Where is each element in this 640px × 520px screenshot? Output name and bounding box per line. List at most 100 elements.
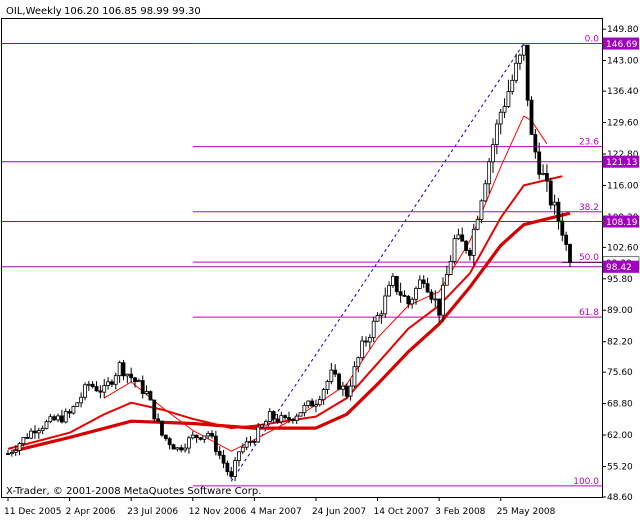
candle-body	[175, 447, 180, 450]
candle-body	[529, 99, 534, 135]
candle-body	[48, 416, 53, 423]
candle-body	[106, 381, 110, 386]
y-tick-label: 68.80	[607, 400, 633, 410]
candle-body	[437, 298, 442, 316]
candle-body	[479, 200, 484, 220]
candle-body	[225, 462, 230, 473]
candle-body	[290, 419, 295, 421]
fib-level-label: 0.0	[585, 35, 600, 45]
candle-body	[25, 437, 30, 439]
candle-body	[67, 411, 72, 414]
x-tick-label: 14 Oct 2007	[374, 507, 430, 517]
candle-body	[17, 443, 22, 451]
candle-body	[271, 411, 276, 420]
candle-body	[460, 234, 465, 242]
candle-body	[391, 275, 395, 286]
candle-body	[417, 279, 422, 289]
candle-body	[190, 434, 195, 439]
y-tick-label: 149.80	[607, 25, 639, 35]
candle-body	[333, 369, 338, 375]
candle-body	[387, 285, 391, 297]
candle-body	[556, 201, 561, 222]
candle-body	[140, 380, 145, 394]
candle-body	[213, 435, 218, 452]
candle-body	[560, 220, 565, 236]
candle-body	[98, 390, 103, 393]
y-tick-label: 122.80	[607, 150, 639, 160]
candle-body	[394, 275, 399, 293]
candle-body	[121, 362, 126, 377]
candle-body	[152, 399, 157, 420]
candle-body	[502, 106, 507, 113]
price-level-badge: 108.19	[606, 218, 638, 228]
candle-body	[568, 244, 572, 264]
fib-level-label: 61.8	[579, 308, 599, 318]
candle-body	[494, 123, 499, 146]
price-level-badge: 98.42	[606, 263, 632, 273]
x-tick-label: 24 Jun 2007	[312, 507, 366, 517]
candle-body	[171, 444, 176, 450]
candle-body	[86, 383, 91, 386]
candle-body	[113, 375, 118, 385]
x-tick-label: 2 Apr 2006	[66, 507, 116, 517]
x-tick-label: 4 Mar 2007	[250, 507, 301, 517]
price-level-badge: 121.13	[606, 158, 638, 168]
candle-body	[321, 389, 326, 400]
candle-body	[21, 437, 26, 444]
candle-body	[337, 373, 341, 390]
candle-body	[356, 357, 361, 368]
candle-body	[448, 261, 453, 275]
candle-body	[294, 415, 299, 421]
candle-body	[283, 415, 288, 419]
candle-body	[456, 234, 461, 240]
candle-body	[518, 54, 522, 64]
candle-body	[275, 418, 280, 423]
candle-body	[410, 298, 415, 305]
candle-body	[533, 134, 538, 153]
candle-body	[537, 151, 542, 175]
candle-body	[248, 440, 253, 443]
y-tick-label: 136.40	[607, 87, 639, 97]
candle-body	[117, 362, 122, 377]
y-tick-label: 89.00	[607, 306, 633, 316]
candle-body	[102, 385, 107, 393]
candle-body	[464, 240, 468, 251]
candle-body	[402, 294, 407, 297]
candle-body	[344, 385, 349, 397]
candle-body	[167, 438, 172, 446]
moving-average-medium	[7, 175, 563, 450]
candle-body	[240, 446, 245, 453]
x-tick-label: 23 Jul 2006	[127, 507, 178, 517]
candle-body	[360, 340, 365, 359]
candle-body	[421, 279, 426, 284]
copyright-text: X-Trader, © 2001-2008 MetaQuotes Softwar…	[6, 486, 261, 497]
candle-body	[237, 451, 241, 461]
candle-body	[187, 437, 191, 449]
candle-body	[133, 377, 137, 383]
candle-body	[298, 412, 303, 417]
candle-body	[521, 44, 526, 56]
candle-body	[202, 435, 207, 440]
candle-body	[514, 62, 519, 81]
candle-body	[75, 402, 80, 407]
candle-body	[425, 283, 430, 293]
candle-body	[210, 432, 214, 437]
candle-body	[340, 385, 345, 390]
candle-body	[406, 295, 411, 305]
candle-body	[110, 381, 114, 385]
candle-body	[179, 447, 184, 451]
candle-body	[306, 400, 311, 406]
candle-body	[13, 450, 18, 453]
y-tick-label: 62.00	[607, 431, 633, 441]
candle-body	[206, 432, 211, 437]
y-tick-label: 48.60	[607, 493, 633, 503]
trend-line	[230, 43, 525, 482]
candle-body	[475, 219, 480, 230]
candle-body	[183, 447, 187, 451]
candle-body	[498, 111, 503, 125]
y-tick-label: 129.60	[607, 119, 639, 129]
candle-body	[163, 434, 168, 440]
candle-body	[433, 298, 438, 301]
candle-body	[506, 91, 511, 107]
